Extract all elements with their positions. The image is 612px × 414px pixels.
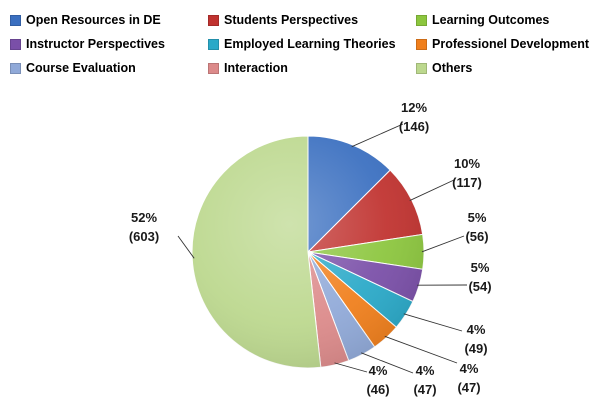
percent-label: 4% bbox=[460, 361, 479, 376]
data-label-open-resources-in-de: 12% (146) bbox=[351, 100, 429, 148]
percent-label: 4% bbox=[416, 363, 435, 378]
leader-line bbox=[361, 352, 414, 374]
legend-label: Course Evaluation bbox=[26, 61, 136, 75]
legend-item-students-perspectives: Students Perspectives bbox=[208, 10, 358, 30]
data-label-students-perspectives: 10% (117) bbox=[409, 156, 482, 201]
leader-line bbox=[384, 335, 458, 364]
legend-swatch bbox=[10, 62, 21, 74]
data-label-interaction: 4% (46) bbox=[334, 362, 390, 397]
count-label: (46) bbox=[366, 382, 389, 397]
data-label-employed-learning-theories: 4% (49) bbox=[403, 313, 488, 356]
legend-label: Students Perspectives bbox=[224, 13, 359, 27]
legend-item-instructor-perspectives: Instructor Perspectives bbox=[10, 34, 165, 54]
legend-label: Professionel Development bbox=[432, 37, 589, 51]
data-label-instructor-perspectives: 5% (54) bbox=[417, 260, 492, 294]
percent-label: 4% bbox=[369, 363, 388, 378]
legend-swatch bbox=[208, 62, 219, 74]
legend-swatch bbox=[416, 14, 427, 26]
percent-label: 52% bbox=[131, 210, 157, 225]
percent-label: 10% bbox=[454, 156, 480, 171]
percent-label: 5% bbox=[468, 210, 487, 225]
legend-item-professionel-development: Professionel Development bbox=[416, 34, 589, 54]
count-label: (56) bbox=[465, 229, 488, 244]
leader-line bbox=[334, 362, 368, 373]
legend-swatch bbox=[208, 38, 219, 50]
legend-swatch bbox=[416, 38, 427, 50]
legend-item-interaction: Interaction bbox=[208, 58, 288, 78]
legend-label: Interaction bbox=[224, 61, 288, 75]
data-label-others: 52% (603) bbox=[129, 210, 195, 259]
data-label-course-evaluation: 4% (47) bbox=[361, 352, 437, 397]
legend-item-employed-learning-theories: Employed Learning Theories bbox=[208, 34, 396, 54]
data-label-professionel-development: 4% (47) bbox=[384, 335, 481, 395]
legend-swatch bbox=[10, 38, 21, 50]
legend-swatch bbox=[208, 14, 219, 26]
legend-label: Learning Outcomes bbox=[432, 13, 550, 27]
count-label: (117) bbox=[452, 175, 482, 190]
leader-line bbox=[421, 235, 465, 253]
legend-item-learning-outcomes: Learning Outcomes bbox=[416, 10, 549, 30]
percent-label: 12% bbox=[401, 100, 427, 115]
percent-label: 5% bbox=[471, 260, 490, 275]
leader-line bbox=[409, 179, 455, 201]
count-label: (54) bbox=[468, 279, 491, 294]
count-label: (603) bbox=[129, 229, 159, 244]
legend-label: Open Resources in DE bbox=[26, 13, 161, 27]
legend-label: Instructor Perspectives bbox=[26, 37, 165, 51]
percent-label: 4% bbox=[467, 322, 486, 337]
legend-swatch bbox=[10, 14, 21, 26]
legend-label: Employed Learning Theories bbox=[224, 37, 396, 51]
count-label: (47) bbox=[413, 382, 436, 397]
legend-item-others: Others bbox=[416, 58, 472, 78]
data-label-learning-outcomes: 5% (56) bbox=[421, 210, 489, 253]
count-label: (49) bbox=[464, 341, 487, 356]
legend-item-open-resources-in-de: Open Resources in DE bbox=[10, 10, 161, 30]
leader-line bbox=[177, 235, 195, 259]
count-label: (146) bbox=[399, 119, 429, 134]
pie-highlight bbox=[192, 136, 424, 368]
leader-line bbox=[351, 123, 404, 148]
legend-item-course-evaluation: Course Evaluation bbox=[10, 58, 136, 78]
legend-label: Others bbox=[432, 61, 473, 75]
count-label: (47) bbox=[457, 380, 480, 395]
legend-swatch bbox=[416, 62, 427, 74]
leader-line bbox=[403, 313, 463, 332]
